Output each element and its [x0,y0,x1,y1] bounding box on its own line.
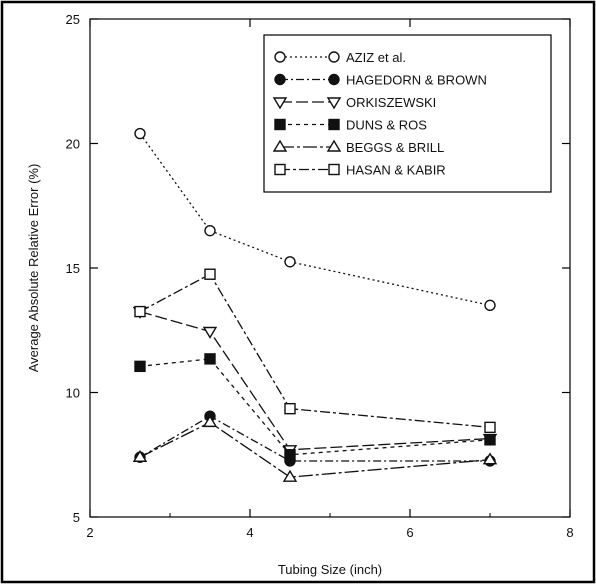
legend-box [263,34,552,193]
legend-item: HAGEDORN & BROWN [274,73,487,88]
series-line [139,358,491,456]
x-tick-label: 8 [566,525,573,540]
legend-label: HAGEDORN & BROWN [346,73,487,88]
legend-marker [272,139,288,152]
legend-marker [326,139,342,152]
data-point [134,305,146,318]
legend-item: AZIZ et al. [274,50,406,65]
y-axis-label: Average Absolute Relative Error (%) [26,164,41,373]
x-axis-label: Tubing Size (inch) [278,562,382,577]
series-0 [134,127,496,312]
legend-label: AZIZ et al. [346,50,406,65]
series-5 [134,268,496,434]
data-point [134,127,146,140]
y-tick-label: 20 [66,137,80,152]
data-point [482,452,498,465]
y-tick-label: 5 [73,510,80,525]
data-point [202,415,218,428]
axis-ticks: 2 4 6 8 5 10 15 20 25 [66,12,574,540]
legend-label: HASAN & KABIR [346,163,446,178]
x-tick-label: 6 [406,525,413,540]
data-point [204,224,216,237]
legend: AZIZ et al. HAGEDORN & BROWN ORKISZEWSKI DU… [263,34,552,193]
series-line [139,415,490,462]
data-point [204,353,216,365]
legend-marker [328,163,340,176]
legend-marker [326,97,342,110]
legend-marker [272,97,288,110]
x-tick-label: 2 [86,525,93,540]
legend-marker [328,73,340,86]
legend-marker [274,51,286,63]
series-line [139,310,491,451]
legend-marker [274,118,286,131]
data-point [484,434,496,446]
series-4 [132,415,498,482]
series-layer [132,127,498,482]
legend-marker [328,51,340,63]
data-point [284,402,296,415]
legend-label: BEGGS & BRILL [346,140,444,155]
data-point [134,360,146,373]
data-point [284,256,296,268]
data-point [204,268,216,280]
legend-marker [274,73,286,86]
legend-label: ORKISZEWSKI [346,95,436,110]
data-point [484,299,496,312]
data-point [484,421,496,434]
series-line [139,273,491,429]
y-tick-label: 25 [66,12,80,27]
legend-item: HASAN & KABIR [274,163,446,178]
legend-item: BEGGS & BRILL [272,139,444,155]
y-tick-label: 15 [66,261,80,276]
legend-item: ORKISZEWSKI [272,95,436,110]
legend-label: DUNS & ROS [346,118,427,133]
data-point [282,469,298,482]
legend-marker [274,163,286,176]
data-point [284,449,296,461]
series-line [139,421,491,478]
legend-item: DUNS & ROS [274,118,427,133]
legend-marker [328,118,340,131]
data-point [132,449,148,462]
x-tick-label: 4 [246,525,253,540]
data-point [202,326,218,339]
y-tick-label: 10 [66,386,80,401]
series-3 [134,353,496,461]
